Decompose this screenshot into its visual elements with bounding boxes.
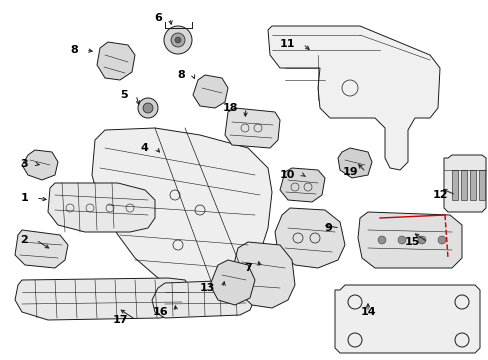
Bar bbox=[469, 170, 475, 200]
Text: 13: 13 bbox=[199, 283, 215, 293]
Text: 1: 1 bbox=[20, 193, 28, 203]
Circle shape bbox=[377, 236, 385, 244]
Text: 11: 11 bbox=[279, 39, 294, 49]
Polygon shape bbox=[15, 230, 68, 268]
Text: 3: 3 bbox=[20, 159, 28, 169]
Text: 6: 6 bbox=[154, 13, 162, 23]
Text: 14: 14 bbox=[360, 307, 375, 317]
Text: 2: 2 bbox=[20, 235, 28, 245]
Polygon shape bbox=[152, 280, 254, 318]
Text: 7: 7 bbox=[244, 263, 251, 273]
Text: 9: 9 bbox=[324, 223, 331, 233]
Polygon shape bbox=[357, 212, 461, 268]
Text: 16: 16 bbox=[152, 307, 168, 317]
Polygon shape bbox=[97, 42, 135, 80]
Text: 4: 4 bbox=[140, 143, 148, 153]
Text: 8: 8 bbox=[70, 45, 78, 55]
Circle shape bbox=[138, 98, 158, 118]
Polygon shape bbox=[209, 260, 254, 305]
Polygon shape bbox=[231, 242, 294, 308]
Polygon shape bbox=[443, 155, 485, 212]
Polygon shape bbox=[267, 26, 439, 170]
Text: 10: 10 bbox=[279, 170, 294, 180]
Polygon shape bbox=[193, 75, 227, 108]
Text: 5: 5 bbox=[120, 90, 128, 100]
Circle shape bbox=[397, 236, 405, 244]
Bar bbox=[478, 170, 484, 200]
Polygon shape bbox=[15, 278, 192, 320]
Polygon shape bbox=[22, 150, 58, 180]
Polygon shape bbox=[337, 148, 371, 178]
Text: 8: 8 bbox=[177, 70, 184, 80]
Bar bbox=[460, 170, 466, 200]
Polygon shape bbox=[48, 183, 155, 232]
Text: 15: 15 bbox=[404, 237, 419, 247]
Polygon shape bbox=[274, 208, 345, 268]
Polygon shape bbox=[224, 108, 280, 148]
Polygon shape bbox=[92, 128, 271, 292]
Circle shape bbox=[175, 37, 181, 43]
Circle shape bbox=[163, 26, 192, 54]
Text: 17: 17 bbox=[112, 315, 128, 325]
Polygon shape bbox=[334, 285, 479, 353]
Text: 18: 18 bbox=[222, 103, 238, 113]
Text: 19: 19 bbox=[342, 167, 357, 177]
Circle shape bbox=[142, 103, 153, 113]
Text: 12: 12 bbox=[431, 190, 447, 200]
Bar bbox=[451, 170, 457, 200]
Circle shape bbox=[437, 236, 445, 244]
Circle shape bbox=[171, 33, 184, 47]
Circle shape bbox=[417, 236, 425, 244]
Polygon shape bbox=[280, 168, 325, 202]
